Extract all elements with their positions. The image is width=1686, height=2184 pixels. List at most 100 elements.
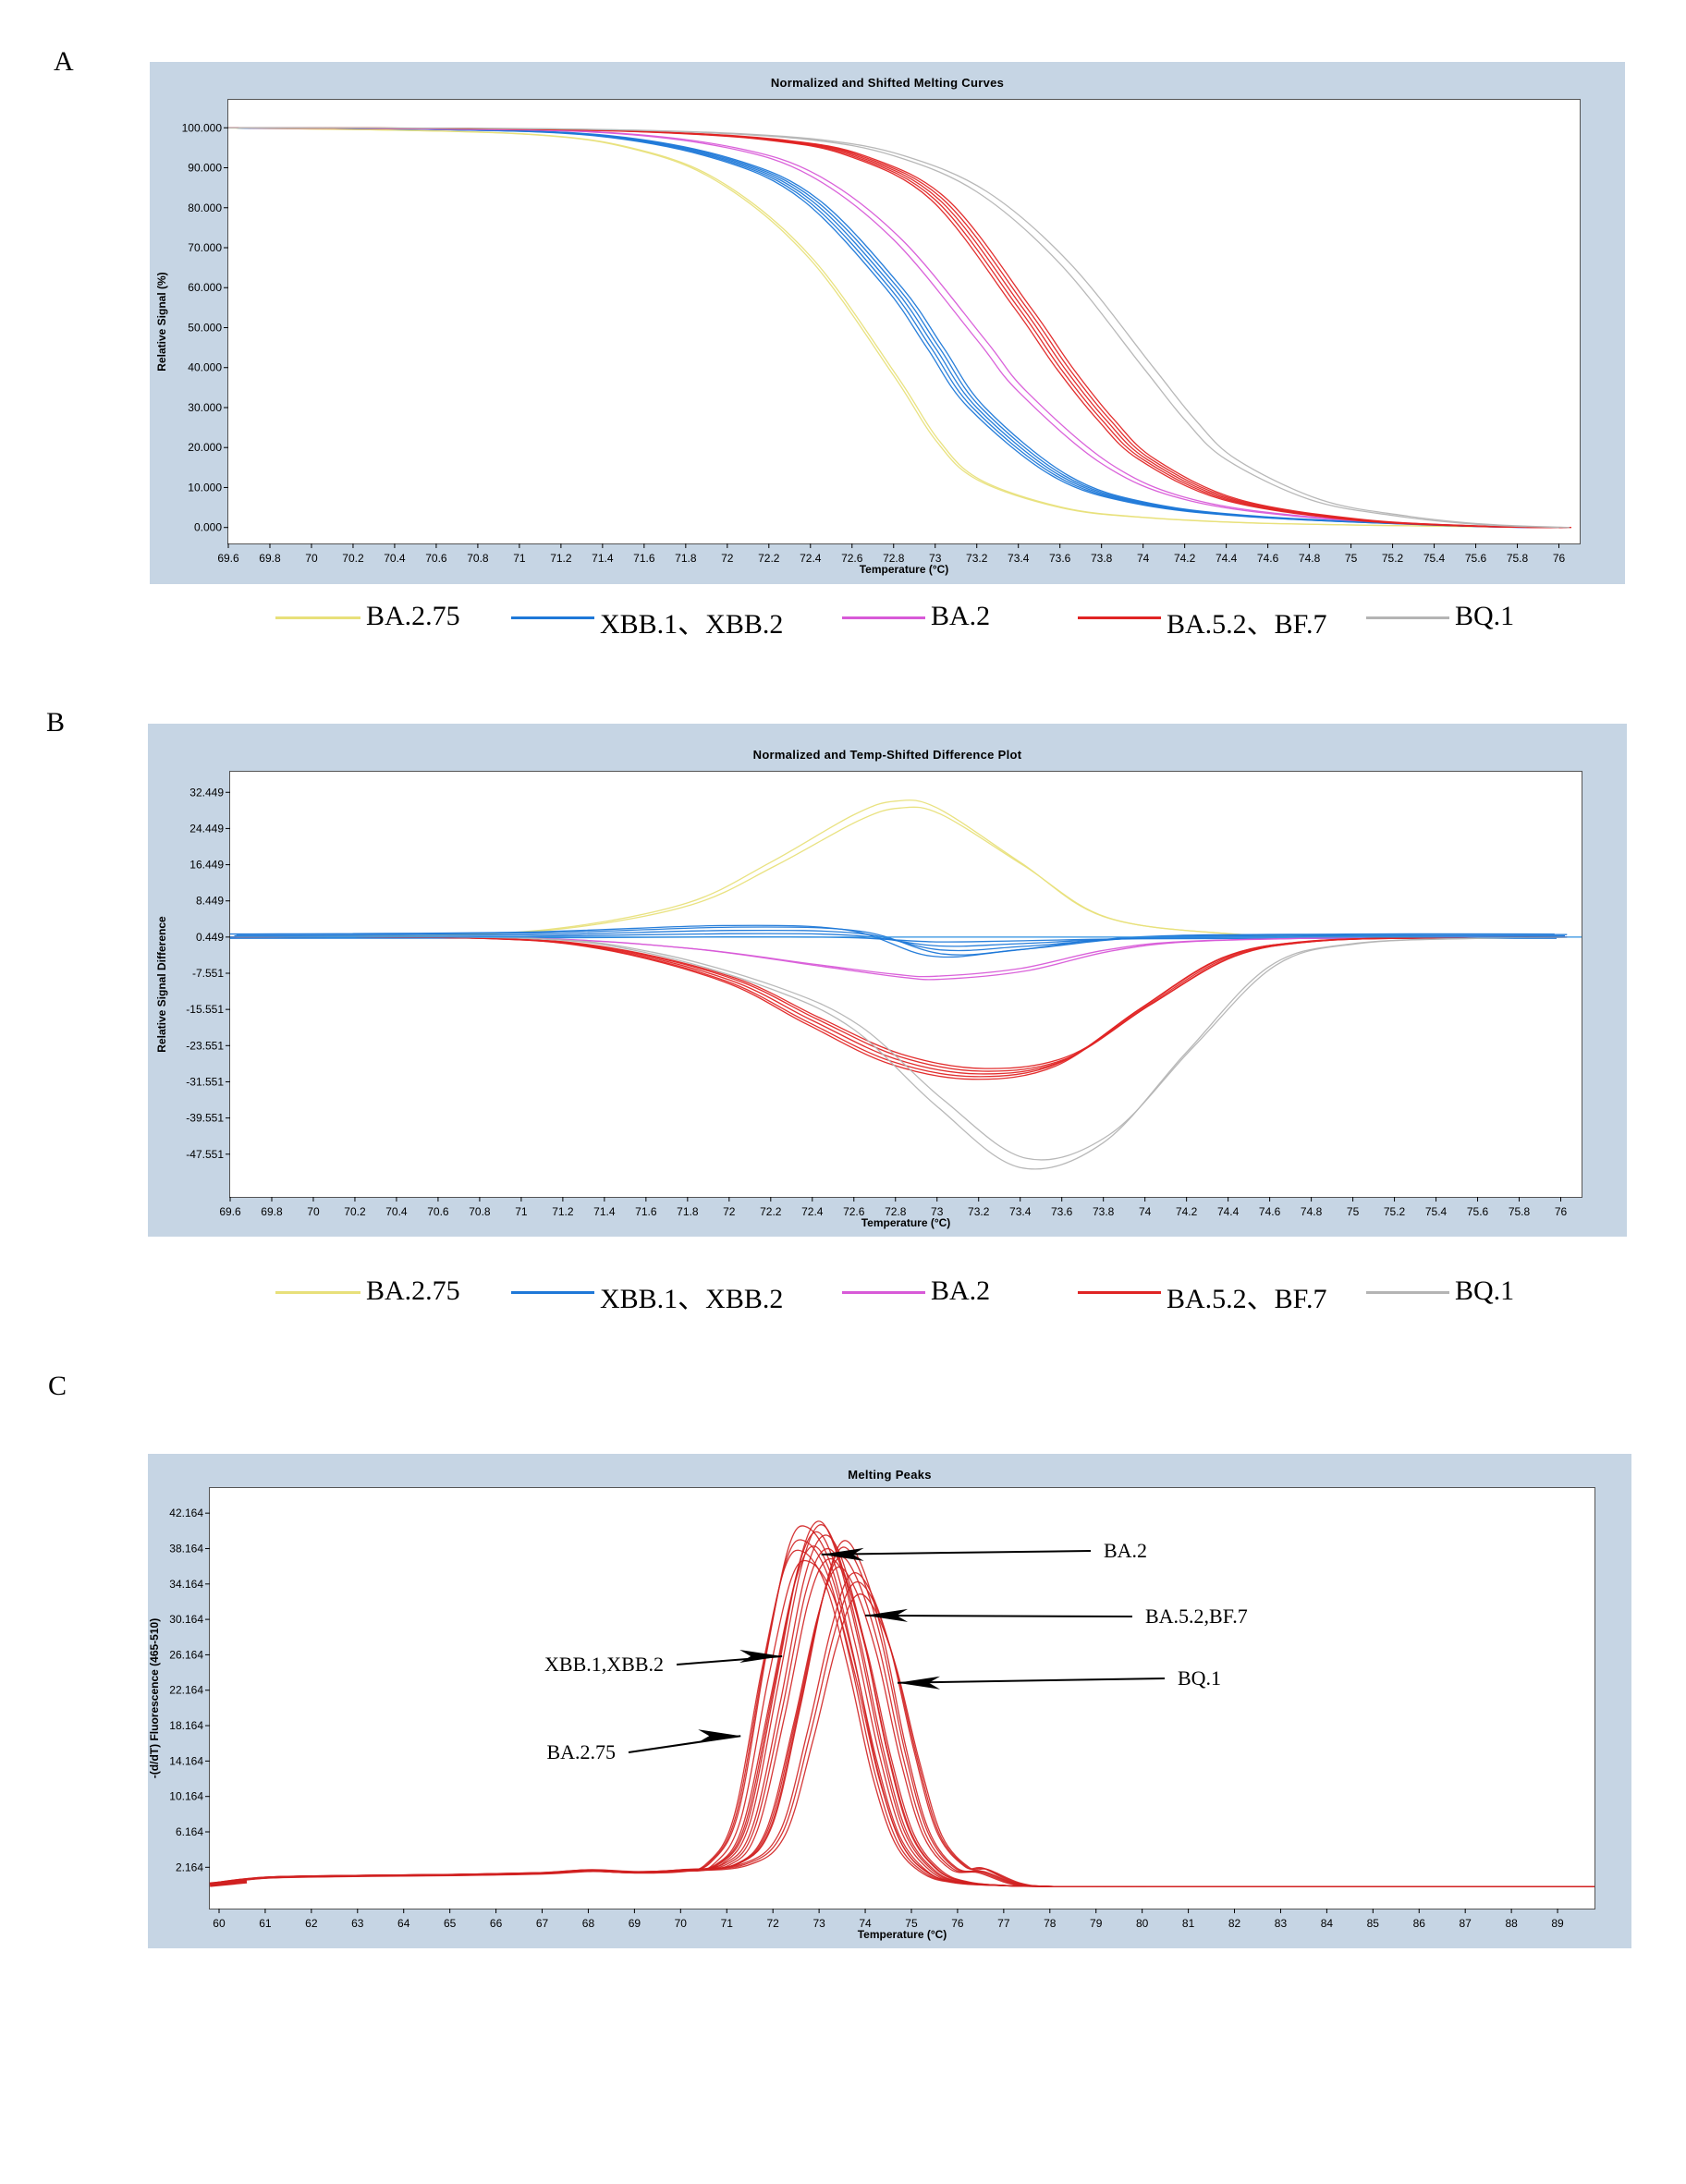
series-line-ba-5-2-bf-7-rep1 [232,127,1564,529]
x-tick-label: 75.2 [1384,1205,1406,1218]
legend-a: BA.2.75 XBB.1、XBB.2 BA.2 BA.5.2、BF.7 BQ.1 [275,599,1588,640]
series-line-ba-2-75 [230,799,1561,938]
x-tick-label: 72.6 [841,552,863,565]
y-tick-label: 34.164 [169,1578,203,1591]
legend-label: XBB.1、XBB.2 [600,1284,784,1314]
x-tick-label: 80 [1136,1917,1149,1930]
x-tick-label: 74.6 [1259,1205,1281,1218]
x-tick-label: 69.8 [261,1205,283,1218]
y-tick-label: 14.164 [169,1754,203,1767]
x-tick-label: 71.4 [592,552,614,565]
panel-letter-a: A [54,46,74,77]
series-line-ba-5-2-bf-7 [210,1556,1594,1887]
y-tick-label: 26.164 [169,1648,203,1661]
x-tick-label: 75 [1345,552,1358,565]
x-tick-label: 71.2 [550,552,572,565]
x-tick-label: 64 [397,1917,410,1930]
x-tick-label: 73 [931,1205,944,1218]
y-tick-label: -31.551 [186,1075,224,1088]
y-tick-label: 10.164 [169,1790,203,1803]
x-tick-label: 70.4 [385,1205,408,1218]
legend-swatch [1078,616,1161,619]
x-tick-label: 69.8 [259,552,281,565]
x-tick-label: 61 [259,1917,272,1930]
x-tick-label: 73 [929,552,942,565]
y-tick-label: -47.551 [186,1148,224,1161]
series-line-bq-1-rep1 [238,127,1570,529]
x-tick-label: 71.8 [677,1205,699,1218]
x-tick-label: 73 [812,1917,825,1930]
legend-swatch [511,616,594,619]
y-tick-label: 20.000 [188,441,222,454]
legend-swatch [842,1291,925,1294]
x-tick-label: 74 [1139,1205,1152,1218]
legend-label: BA.2 [931,601,991,631]
x-tick-label: 71.6 [635,1205,657,1218]
x-tick-label: 71.4 [593,1205,616,1218]
y-tick-label: 42.164 [169,1507,203,1519]
x-tick-label: 69.6 [219,1205,241,1218]
y-tick-label: 8.449 [196,895,224,908]
y-tick-label: 22.164 [169,1684,203,1697]
legend-label: BA.5.2、BF.7 [1167,1284,1327,1314]
x-tick-label: 71.8 [675,552,697,565]
annotation-label: XBB.1,XBB.2 [544,1653,664,1676]
annotation-label: BA.2 [1104,1539,1147,1562]
legend-swatch [842,616,925,619]
y-tick-label: 40.000 [188,361,222,374]
x-tick-label: 67 [536,1917,549,1930]
y-axis-label: Relative Signal Difference [155,916,168,1053]
x-axis-label: Temperature (°C) [860,563,949,576]
legend-swatch [275,616,360,619]
panel-letter-c: C [48,1371,67,1401]
x-tick-label: 70.2 [344,1205,366,1218]
x-tick-label: 75.4 [1425,1205,1448,1218]
x-tick-label: 72.4 [800,552,822,565]
x-tick-label: 74.4 [1217,1205,1240,1218]
chart-c-title: Melting Peaks [848,1468,932,1482]
series-line-bq-1-rep1 [236,935,1568,1161]
series-line-bq-1 [230,935,1561,1170]
y-tick-label: -23.551 [186,1039,224,1052]
series-line-xbb-1-xbb-2-rep3 [236,926,1568,956]
x-tick-label: 74.6 [1257,552,1279,565]
x-tick-label: 60 [213,1917,226,1930]
y-tick-label: 38.164 [169,1542,203,1555]
x-tick-label: 62 [305,1917,318,1930]
annotation-label: BA.2.75 [546,1740,616,1763]
legend-label: BA.5.2、BF.7 [1167,609,1327,640]
chart-c-svg: 60 61 62 63 64 65 66 67 68 69 70 71 72 73 74 75 76 77 78 79… [148,1507,1594,1941]
x-tick-label: 84 [1321,1917,1334,1930]
series-line-ba-2-75 [228,127,1559,529]
series-line-ba-5-2-bf-7-rep3 [236,127,1568,529]
annotation-arrowhead [865,1608,909,1622]
chart-a-svg: 69.6 69.8 70 70.2 70.4 70.6 70.8 71 71.2 71.4 71.6… [155,121,1572,576]
x-tick-label: 74.4 [1216,552,1238,565]
legend-swatch [1366,616,1449,619]
y-tick-label: 30.164 [169,1613,203,1626]
y-tick-label: 50.000 [188,321,222,334]
x-tick-label: 83 [1275,1917,1288,1930]
y-tick-label: 24.449 [189,822,224,835]
annotation-arrowhead [898,1676,941,1690]
x-axis-label: Temperature (°C) [858,1928,947,1941]
x-tick-label: 70.8 [469,1205,491,1218]
series-line-ba-5-2-bf-7-rep3 [236,936,1568,1069]
chart-a-title: Normalized and Shifted Melting Curves [770,76,1005,90]
x-tick-label: 75.6 [1467,1205,1489,1218]
legend-swatch [1366,1291,1449,1294]
series-line-ba-2-rep1 [212,1557,1594,1887]
annotation-arrow-line [865,1614,1133,1617]
series-line-ba-2-75-rep1 [231,127,1562,529]
y-tick-label: -15.551 [186,1003,224,1016]
x-tick-label: 88 [1505,1917,1518,1930]
series-line-ba-5-2-bf-7-rep1 [212,1546,1594,1887]
x-tick-label: 74.2 [1174,552,1196,565]
series-line-ba-2-rep1 [236,127,1568,529]
legend-label: BA.2.75 [366,1275,460,1306]
chart-b-frame: Normalized and Temp-Shifted Difference P… [148,724,1627,1237]
legend-label: XBB.1、XBB.2 [600,609,784,640]
x-tick-label: 86 [1413,1917,1426,1930]
series-line-ba-5-2-bf-7 [228,127,1559,529]
x-tick-label: 71.6 [633,552,655,565]
